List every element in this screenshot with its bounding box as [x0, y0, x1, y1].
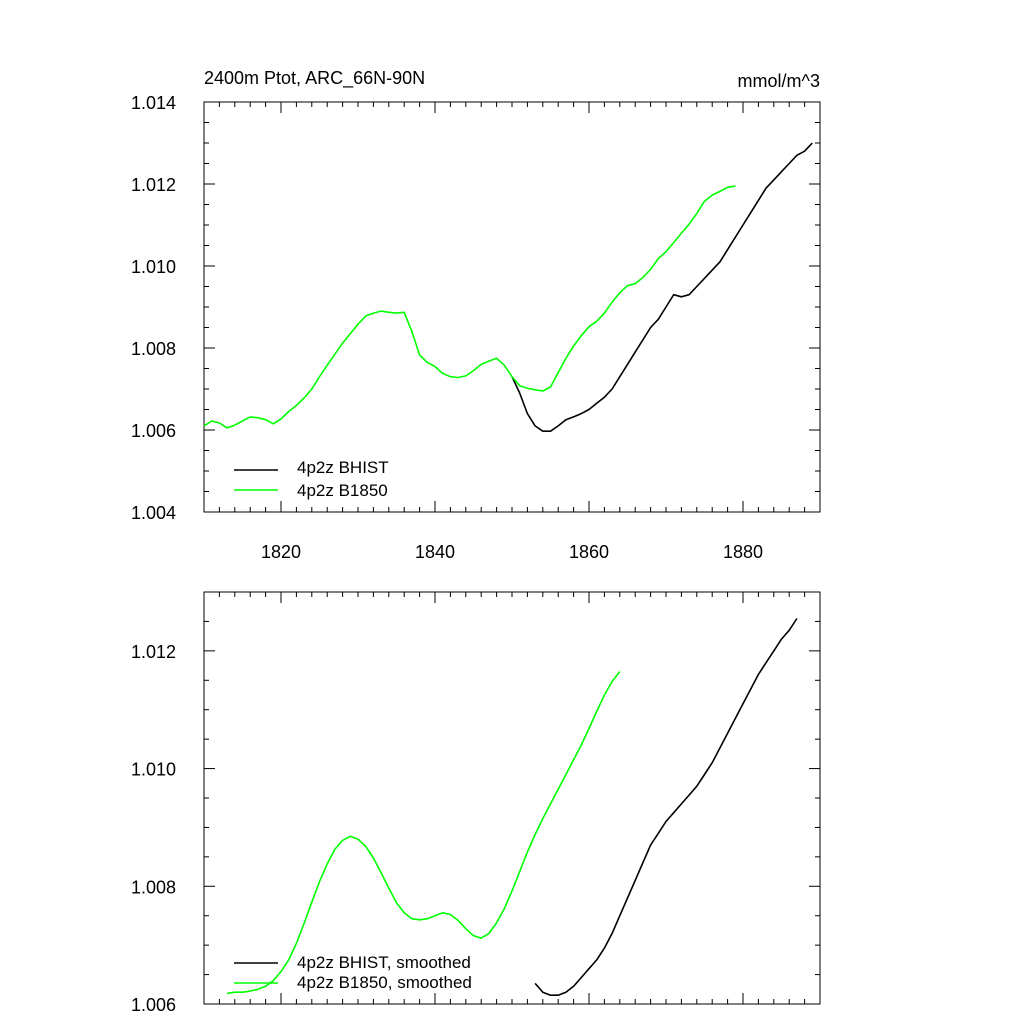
panel1-xtick-label: 1820	[261, 542, 301, 562]
panel1-legend-label-bhist: 4p2z BHIST	[297, 458, 389, 477]
panel1-ytick-label: 1.004	[131, 503, 176, 523]
panel1-legend-label-b1850: 4p2z B1850	[297, 481, 388, 500]
panel1-ytick-label: 1.012	[131, 175, 176, 195]
panel1-ytick-label: 1.006	[131, 421, 176, 441]
panel2-series-line-b1850	[226, 671, 621, 995]
panel2-ytick-label: 1.006	[131, 995, 176, 1015]
panel1-ytick-label: 1.010	[131, 257, 176, 277]
panel1-frame	[203, 101, 821, 513]
panel2-ytick-label: 1.012	[131, 642, 176, 662]
panel1-title: 2400m Ptot, ARC_66N-90N	[204, 68, 425, 89]
panel1-units: mmol/m^3	[738, 71, 820, 91]
panel1-ytick-label: 1.008	[131, 339, 176, 359]
panel1-xtick-label: 1880	[723, 542, 763, 562]
panel1-xtick-label: 1840	[415, 542, 455, 562]
chart-marks: 1820 1840 1860 1880 1.004 1.006 1.008 1.010 1.01…	[131, 93, 821, 1015]
panel2-legend-label-bhist: 4p2z BHIST, smoothed	[297, 953, 471, 972]
panel1-xtick-label: 1860	[569, 542, 609, 562]
panel2-legend-label-b1850: 4p2z B1850, smoothed	[297, 973, 472, 992]
panel2-series-line-bhist	[534, 618, 798, 996]
panel1-series-line-b1850	[203, 185, 736, 429]
panel1-series-line-bhist	[511, 142, 813, 432]
panel1-ytick-label: 1.014	[131, 93, 176, 113]
panel2-ytick-label: 1.010	[131, 760, 176, 780]
panel2-ytick-label: 1.008	[131, 877, 176, 897]
panel2-group: 1.006 1.008 1.010 1.012	[131, 591, 821, 1015]
panel1-group: 1820 1840 1860 1880 1.004 1.006 1.008 1.010 1.01…	[131, 93, 821, 562]
